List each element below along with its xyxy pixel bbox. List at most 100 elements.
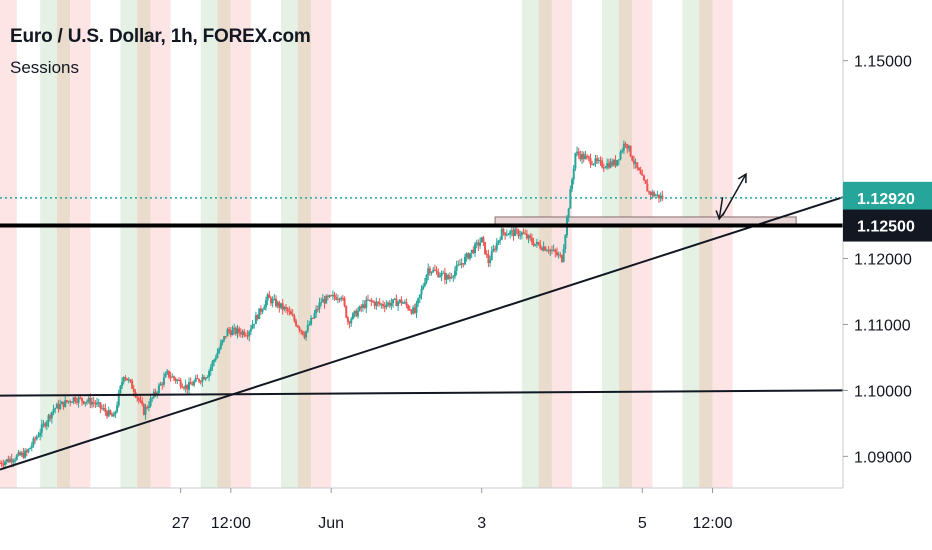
price-tag-last — [843, 181, 932, 214]
candle-body — [509, 231, 512, 235]
candle-body — [614, 159, 617, 166]
candle-body — [300, 330, 303, 332]
legend-indicator: Sessions — [10, 58, 79, 77]
candle-body — [581, 153, 584, 160]
candle-body — [106, 411, 109, 417]
candle-body — [224, 336, 227, 338]
zone-box[interactable] — [494, 216, 797, 225]
candle-body — [218, 348, 221, 353]
candle-body — [382, 304, 385, 307]
candle-body — [219, 343, 222, 349]
candle-body — [92, 401, 95, 403]
candle-body — [295, 320, 298, 326]
candle-body — [433, 269, 436, 271]
candle-body — [520, 232, 523, 236]
session-band-green — [521, 0, 539, 488]
candle-body — [301, 330, 304, 335]
session-band-overlap — [56, 0, 71, 488]
candle-body — [20, 452, 23, 456]
candle-body — [430, 272, 433, 274]
candle-body — [435, 270, 438, 272]
arrow-head — [737, 172, 747, 184]
arrow-shaft[interactable] — [721, 173, 747, 217]
candle-body — [641, 173, 644, 176]
candle-body — [102, 408, 105, 410]
candle-body — [443, 272, 446, 280]
candle-body — [141, 400, 144, 405]
session-band-overlap — [699, 0, 713, 488]
candle-body — [69, 401, 72, 403]
candle-body — [117, 392, 120, 406]
candle-body — [291, 314, 294, 316]
candle-body — [562, 248, 565, 262]
candle-body — [271, 299, 274, 304]
candle-body — [186, 384, 189, 390]
candle-body — [206, 376, 209, 378]
candle-body — [67, 401, 70, 403]
candle-body — [189, 382, 192, 385]
candle-body — [402, 302, 405, 304]
candle-body — [19, 452, 22, 456]
horizontal-trendline[interactable] — [0, 389, 844, 397]
candle-body — [278, 302, 281, 308]
candle-body — [172, 376, 175, 379]
candle-body — [400, 299, 403, 304]
candle-body — [462, 263, 465, 265]
candle-body — [378, 302, 381, 305]
candle-body — [84, 402, 87, 404]
candle-body — [427, 268, 430, 276]
candle-body — [397, 302, 400, 307]
support-trendline[interactable] — [0, 196, 844, 471]
candle-body — [177, 379, 180, 381]
candle-body — [360, 306, 363, 308]
candle-body — [403, 302, 406, 304]
candle-body — [90, 401, 93, 405]
candle-body — [358, 306, 361, 311]
drawing-lines — [0, 172, 844, 471]
candle-body — [214, 357, 217, 360]
candle-body — [504, 232, 507, 236]
candle-body — [475, 242, 478, 244]
arrow-shaft[interactable] — [718, 197, 724, 220]
candle-body — [527, 235, 530, 239]
session-band-overlap — [217, 0, 231, 488]
candle-body — [25, 450, 28, 453]
candle-body — [281, 303, 284, 310]
candle-body — [273, 298, 276, 300]
candle-body — [32, 438, 35, 446]
candle-body — [549, 249, 552, 252]
candle-body — [472, 249, 475, 254]
candle-body — [373, 302, 376, 306]
candle-body — [142, 404, 145, 415]
candle-body — [239, 332, 242, 335]
candle-body — [629, 145, 632, 157]
candle-body — [453, 270, 456, 277]
candle-body — [612, 159, 615, 166]
candle-body — [597, 160, 600, 162]
candle-body — [308, 324, 311, 326]
candle-body — [184, 384, 187, 389]
candle-body — [159, 383, 162, 386]
candle-body — [310, 317, 313, 325]
candle-body — [0, 463, 3, 465]
x-tick-label: 5 — [638, 515, 647, 532]
candle-body — [323, 299, 326, 304]
candle-body — [97, 402, 100, 404]
candle-body — [345, 305, 348, 318]
candle-body — [450, 276, 453, 278]
candle-body — [40, 424, 43, 433]
candle-body — [249, 328, 252, 332]
candle-body — [467, 253, 470, 259]
candle-body — [228, 329, 231, 332]
candle-body — [333, 294, 336, 298]
candle-body — [343, 298, 346, 306]
candle-body — [179, 380, 182, 387]
zone-box-group — [494, 216, 797, 225]
candle-body — [542, 246, 545, 251]
candle-body — [627, 145, 630, 149]
price-tag-label: 1.12500 — [857, 219, 915, 236]
candle-body — [547, 250, 550, 252]
candle-body — [502, 228, 505, 233]
candle-body — [572, 168, 575, 180]
